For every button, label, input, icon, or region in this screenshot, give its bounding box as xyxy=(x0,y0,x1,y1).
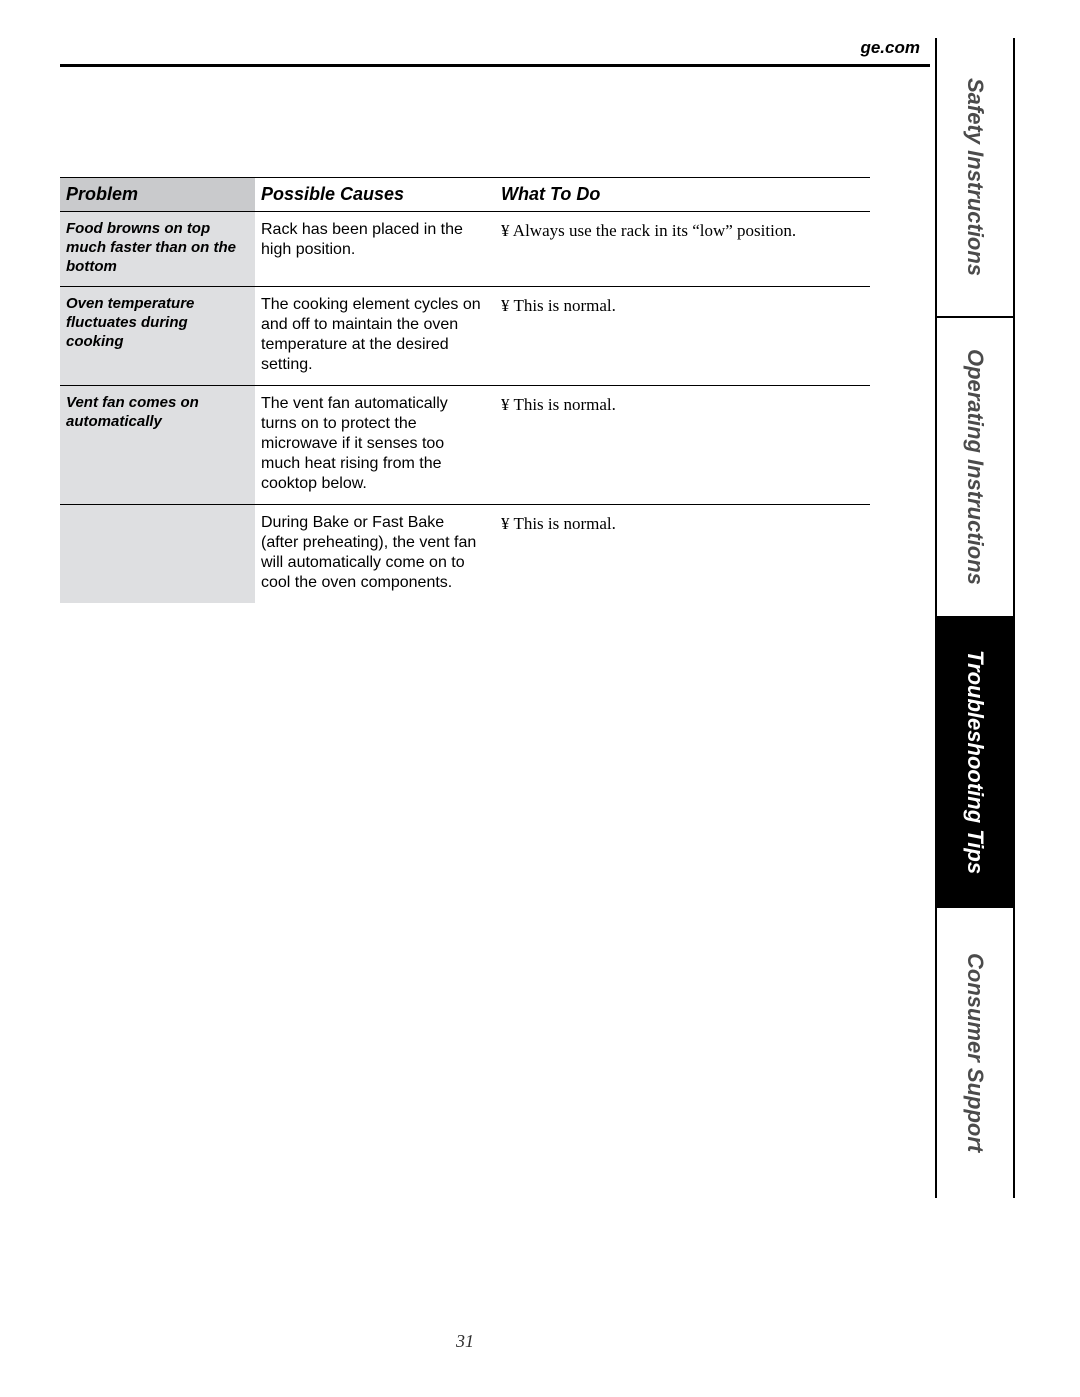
header-rule xyxy=(60,64,930,67)
table-row: Oven temperature fluctuates during cooki… xyxy=(60,287,870,386)
cell-todo: ¥ This is normal. xyxy=(495,287,870,386)
tab-operating-instructions[interactable]: Operating Instructions xyxy=(937,318,1013,618)
cell-cause: During Bake or Fast Bake (after preheati… xyxy=(255,505,495,604)
table-row: Food browns on top much faster than on t… xyxy=(60,212,870,287)
tab-consumer-support[interactable]: Consumer Support xyxy=(937,908,1013,1198)
tab-label: Safety Instructions xyxy=(962,58,988,296)
cell-cause: Rack has been placed in the high positio… xyxy=(255,212,495,287)
troubleshooting-table: Problem Possible Causes What To Do Food … xyxy=(60,177,870,603)
page-number: 31 xyxy=(0,1331,930,1352)
table-header-row: Problem Possible Causes What To Do xyxy=(60,178,870,212)
cell-todo: ¥ This is normal. xyxy=(495,386,870,505)
tab-label: Troubleshooting Tips xyxy=(962,630,988,894)
cell-problem: Food browns on top much faster than on t… xyxy=(60,212,255,287)
page-header: ge.com xyxy=(60,38,930,64)
col-header-cause: Possible Causes xyxy=(255,178,495,212)
table-row: Vent fan comes on automatically The vent… xyxy=(60,386,870,505)
cell-todo: ¥ This is normal. xyxy=(495,505,870,604)
col-header-problem: Problem xyxy=(60,178,255,212)
cell-cause: The cooking element cycles on and off to… xyxy=(255,287,495,386)
col-header-todo: What To Do xyxy=(495,178,870,212)
cell-problem: Oven temperature fluctuates during cooki… xyxy=(60,287,255,386)
cell-problem: Vent fan comes on automatically xyxy=(60,386,255,505)
tab-safety-instructions[interactable]: Safety Instructions xyxy=(937,38,1013,318)
document-page: ge.com Problem Possible Causes What To D… xyxy=(0,0,1080,1397)
table-row: During Bake or Fast Bake (after preheati… xyxy=(60,505,870,604)
cell-todo: ¥ Always use the rack in its “low” posit… xyxy=(495,212,870,287)
cell-problem xyxy=(60,505,255,604)
site-label: ge.com xyxy=(860,38,920,58)
content-area: ge.com Problem Possible Causes What To D… xyxy=(60,38,930,603)
tab-troubleshooting-tips[interactable]: Troubleshooting Tips xyxy=(937,618,1013,908)
tab-label: Consumer Support xyxy=(962,933,988,1172)
side-tabs: Safety Instructions Operating Instructio… xyxy=(935,38,1015,1198)
cell-cause: The vent fan automatically turns on to p… xyxy=(255,386,495,505)
tab-label: Operating Instructions xyxy=(962,329,988,605)
